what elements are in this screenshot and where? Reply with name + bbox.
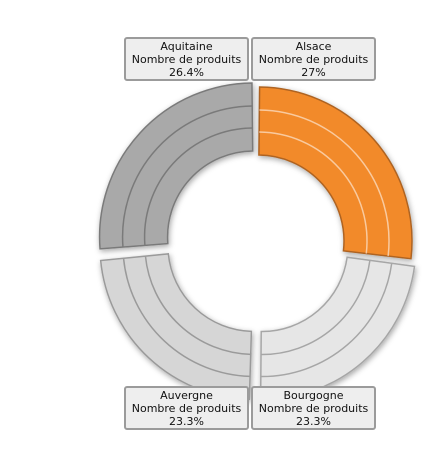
slice-aquitaine[interactable] [98,82,254,250]
slice-alsace[interactable] [258,86,413,260]
tooltip-auvergne: Auvergne Nombre de produits 23.3% [124,386,249,430]
slice-alsace-ring-1 [259,131,368,254]
slice-bourgogne-shape[interactable] [259,256,416,401]
tooltip-alsace-series: Nombre de produits [258,53,369,66]
slice-aquitaine-ring-1 [143,127,253,246]
tooltip-aquitaine-category: Aquitaine [160,40,213,53]
slice-alsace-shape[interactable] [258,86,413,260]
tooltip-bourgogne-category: Bourgogne [283,389,344,402]
slice-auvergne-shape[interactable] [99,253,253,401]
tooltip-alsace: Alsace Nombre de produits 27% [251,37,376,81]
tooltip-bourgogne-series: Nombre de produits [258,402,369,415]
tooltip-auvergne-series: Nombre de produits [131,402,242,415]
tooltip-aquitaine-value: 26.4% [169,66,204,79]
slice-auvergne[interactable] [99,253,253,401]
slice-bourgogne-ring-1 [261,260,371,356]
tooltip-alsace-category: Alsace [295,40,332,53]
tooltip-auvergne-category: Auvergne [160,389,213,402]
slice-aquitaine-shape[interactable] [98,82,254,250]
slice-auvergne-ring-2 [122,258,251,378]
slice-auvergne-ring-1 [144,256,251,356]
tooltip-bourgogne-value: 23.3% [296,415,331,428]
tooltip-bourgogne: Bourgogne Nombre de produits 23.3% [251,386,376,430]
tooltip-aquitaine: Aquitaine Nombre de produits 26.4% [124,37,249,81]
slice-bourgogne[interactable] [259,256,416,401]
tooltip-auvergne-value: 23.3% [169,415,204,428]
slice-alsace-ring-2 [259,109,390,257]
slice-aquitaine-ring-2 [121,105,253,248]
tooltip-alsace-value: 27% [301,66,326,79]
slice-bourgogne-ring-2 [260,263,393,378]
tooltip-aquitaine-series: Nombre de produits [131,53,242,66]
